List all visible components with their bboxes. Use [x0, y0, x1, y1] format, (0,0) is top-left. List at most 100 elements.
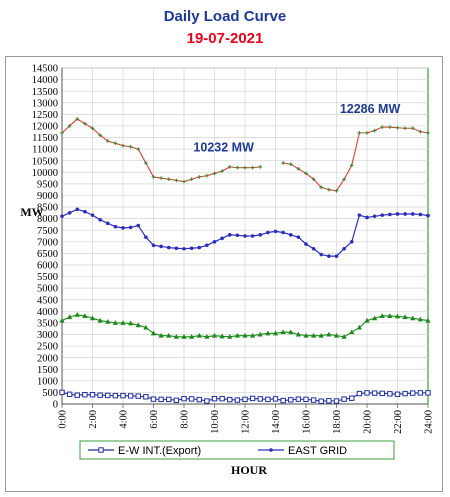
series-3-point — [166, 177, 171, 182]
axis-layer: 0500100015002000250030003500400045005000… — [20, 64, 434, 477]
series-2-point — [227, 334, 233, 339]
legend-item: E-W INT.(Export) — [88, 445, 201, 457]
series-3-point — [60, 131, 64, 135]
e-w-int-export-point — [257, 396, 263, 402]
e-w-int-export-point — [310, 397, 317, 403]
y-tick-label: 500 — [42, 388, 58, 399]
east-grid-point — [189, 246, 194, 251]
x-tick-label: 12:00 — [241, 410, 252, 434]
east-grid-point — [281, 230, 285, 235]
east-grid-point — [75, 207, 80, 212]
e-w-int-export-point — [272, 396, 279, 402]
series-2-point — [112, 320, 118, 325]
series-3-point — [220, 169, 224, 173]
e-w-int-export-point — [371, 390, 378, 396]
x-tick-label: 10:00 — [210, 410, 221, 434]
series-3-point — [418, 129, 423, 134]
y-tick-label: 1000 — [37, 376, 58, 387]
e-w-int-export-point — [288, 397, 294, 403]
e-w-int-export-point — [82, 392, 88, 398]
series-3-point — [395, 125, 400, 130]
y-tick-label: 13500 — [32, 87, 58, 98]
annotation-label: 12286 MW — [340, 102, 401, 116]
e-w-int-export-point — [59, 389, 65, 396]
series-3-point — [281, 161, 285, 165]
e-w-int-export-point — [120, 392, 126, 399]
east-grid-point — [258, 233, 263, 237]
series-2-point — [318, 332, 324, 338]
series-3-point — [75, 117, 80, 121]
series-2-point — [265, 330, 271, 336]
series-3-point — [327, 187, 331, 192]
annotation-label: 10232 MW — [193, 140, 254, 154]
east-grid-point — [372, 214, 377, 219]
series-2-point — [394, 313, 401, 319]
e-w-int-export-point — [97, 392, 103, 398]
y-tick-label: 10000 — [32, 168, 58, 179]
series-3-point — [189, 177, 194, 182]
series-3-point — [121, 143, 125, 148]
e-w-int-export-point — [356, 390, 363, 397]
legend-item: EAST GRID — [258, 445, 347, 457]
e-w-int-export-point — [89, 392, 96, 398]
e-w-int-export-point — [143, 394, 149, 400]
series-2-point — [311, 332, 317, 338]
e-w-int-export-point — [74, 392, 80, 398]
e-w-int-export-point — [219, 395, 225, 402]
east-grid-point — [67, 211, 72, 215]
series-3-point — [144, 161, 148, 165]
label-layer: 10232 MW 12286 MW — [193, 102, 400, 154]
chart-date: 19-07-2021 — [186, 30, 264, 47]
e-w-int-export-point — [410, 390, 416, 396]
series-3-point — [426, 131, 430, 135]
y-tick-label: 10500 — [32, 156, 58, 167]
series-3-point — [403, 126, 407, 131]
series-2-point — [204, 334, 210, 339]
series-3-point — [159, 176, 163, 180]
y-tick-label: 3500 — [37, 318, 58, 329]
y-tick-label: 6500 — [37, 249, 58, 260]
e-w-int-export-point — [364, 390, 370, 396]
series-2-point — [379, 313, 385, 318]
series-2-point — [89, 315, 96, 321]
y-tick-label: 12500 — [32, 110, 58, 121]
series-3-point — [258, 165, 263, 169]
series-3-point — [197, 175, 202, 179]
series-3-point — [334, 189, 339, 193]
y-tick-label: 9500 — [37, 179, 58, 190]
series-3-point — [342, 177, 346, 182]
series-2-point — [150, 330, 157, 336]
e-w-int-export-point — [196, 396, 202, 403]
series-2-point — [82, 313, 88, 318]
y-tick-label: 0 — [53, 400, 58, 411]
y-tick-label: 5000 — [37, 284, 58, 295]
east-grid-point — [365, 215, 369, 220]
series-3-point — [136, 147, 141, 151]
y-tick-label: 4000 — [37, 307, 58, 318]
series-3-point — [182, 179, 186, 184]
east-grid-point — [182, 246, 186, 251]
east-grid-point — [113, 224, 118, 229]
y-tick-label: 12000 — [32, 122, 58, 133]
east-grid-point — [83, 209, 87, 214]
y-tick-label: 11500 — [32, 133, 58, 144]
series-2-point — [341, 334, 347, 339]
series-3-point — [83, 121, 87, 126]
series-2-point — [67, 314, 73, 320]
e-w-int-export-point — [295, 396, 302, 402]
y-tick-label: 8500 — [37, 203, 58, 214]
east-grid-point — [144, 235, 148, 239]
y-tick-label: 8000 — [37, 214, 58, 225]
e-w-int-export-point — [127, 393, 134, 399]
y-axis-title: MW — [20, 205, 43, 219]
series-3-point — [98, 133, 102, 137]
legend-box — [79, 440, 395, 460]
east-grid-point — [426, 213, 430, 218]
east-grid-point — [418, 212, 423, 217]
y-tick-label: 2000 — [37, 353, 58, 364]
east-grid-point — [243, 234, 247, 238]
series-3-point — [151, 175, 156, 179]
series-3-point — [113, 141, 118, 146]
e-w-int-export-point — [387, 391, 393, 397]
e-w-int-export-point — [379, 390, 385, 397]
